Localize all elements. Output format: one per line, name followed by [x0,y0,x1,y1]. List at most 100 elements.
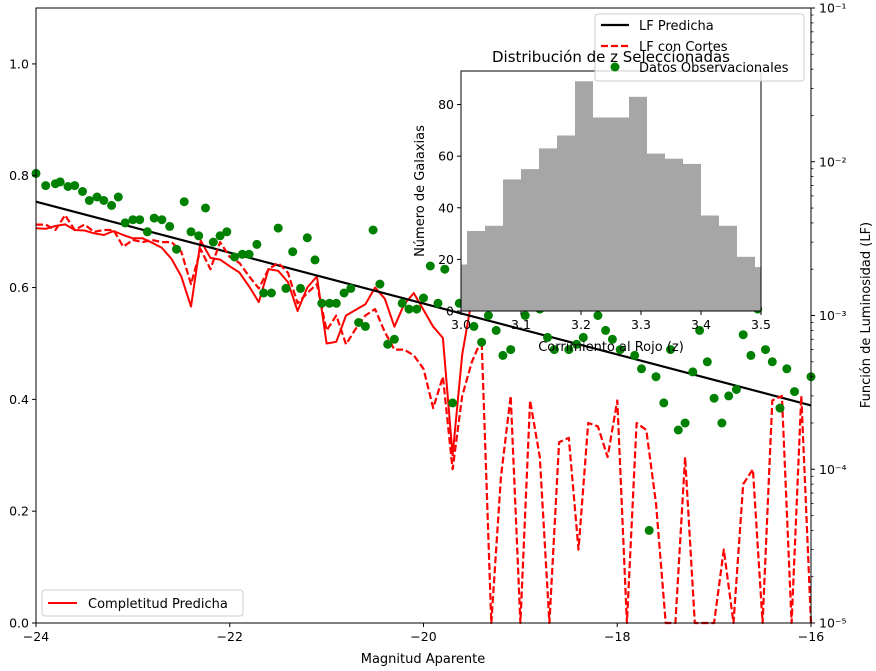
observed-data-point [208,237,218,247]
observed-data-point [273,223,283,233]
x-tick-label: −16 [798,629,824,644]
observed-data-point [702,357,712,367]
right-y-tick-label: 10⁻⁴ [819,462,847,477]
inset-y-tick-label: 60 [438,149,454,164]
observed-data-point [506,345,516,355]
histogram-bar [611,117,629,311]
histogram-bar [461,264,467,311]
observed-data-point [738,330,748,340]
observed-data-point [244,249,254,259]
observed-data-point [41,181,51,191]
observed-data-point [790,387,799,397]
histogram-bar [467,231,485,311]
left-y-tick-label: 0.6 [9,280,29,295]
observed-data-point [433,298,443,308]
histogram-bar [665,158,683,311]
inset-x-tick-label: 3.2 [571,317,591,332]
observed-data-point [659,398,669,408]
main-x-axis-label: Magnitud Aparente [361,652,486,666]
completeness-legend-label: Completitud Predicha [88,597,228,612]
observed-data-point [230,252,240,262]
histogram-bar [521,169,539,311]
redshift-histogram-inset: 3.0 3.1 3.2 3.3 3.4 3.5 0 20 40 60 80 [438,70,771,332]
inset-y-axis: 0 20 40 60 80 [438,97,461,319]
histogram-bar [701,215,719,311]
completeness-series-layer [35,223,473,457]
inset-x-tick-label: 3.4 [691,317,711,332]
series-line-lf-con-cortes [36,214,813,625]
observed-data-point [543,332,552,342]
inset-x-tick-label: 3.3 [631,317,651,332]
observed-data-point [724,391,734,401]
lf-cuts-legend-label: LF con Cortes [639,40,728,55]
observed-data-point [397,298,407,308]
observed-data-point [165,221,175,231]
observed-data-point [549,345,559,355]
observed-data-point [186,227,196,237]
observed-data-point [440,264,450,274]
lf-legend: LF Predicha LF con Cortes Datos Observac… [594,13,805,82]
observed-data-point [572,339,582,349]
observed-data-point [237,249,247,259]
main-x-axis: −24 −22 −20 −18 −16 [23,623,824,644]
observed-data-point [607,334,617,344]
left-y-tick-label: 0.4 [9,392,29,407]
observed-data-point [360,321,370,331]
observed-data-point [695,325,705,335]
histogram-bar [683,163,701,311]
left-y-tick-label: 0.8 [9,168,29,183]
observed-data-point [651,372,661,382]
right-y-tick-label: 10⁻³ [819,308,847,323]
observed-data-point [688,367,698,377]
right-y-tick-label: 10⁻⁵ [819,616,847,631]
inset-y-tick-label: 20 [438,252,454,267]
observed-data-point [92,192,102,202]
observed-data-point [717,418,727,428]
left-y-tick-label: 1.0 [9,56,29,71]
histogram-bar [575,81,593,311]
observed-data-point [302,233,312,243]
observed-data-point [172,244,181,254]
observed-data-point [288,247,298,257]
main-right-y-axis-label: Función de Luminosidad (LF) [859,222,874,408]
observed-data-point [252,239,262,249]
inset-x-axis-label: Corrimiento al Rojo (z) [538,340,684,355]
observed-data-point [317,298,327,308]
histogram-bar [557,135,575,311]
observed-data-point [666,345,675,355]
main-right-y-axis: 10⁻⁵ 10⁻⁴ 10⁻³ 10⁻² 10⁻¹ [811,1,847,631]
observed-data-point [179,197,189,207]
inset-y-axis-label: Número de Galaxias [413,125,428,257]
observed-data-point [644,525,654,535]
observed-data-point [325,298,334,308]
left-y-tick-label: 0.2 [9,504,29,519]
series-line-lf-predicha [35,200,812,407]
histogram-bar [737,256,755,311]
observed-data-point [113,192,123,202]
observed-data-point [331,298,341,308]
right-y-tick-label: 10⁻¹ [819,1,847,16]
observed-data-point [469,321,479,331]
observed-data-point [142,227,152,237]
observed-data-point [389,334,399,344]
observed-data-point [520,311,530,320]
observed-data-point [564,345,574,355]
inset-y-tick-label: 40 [438,200,454,215]
observed-data-point [731,385,741,394]
observed-data-point [368,225,378,235]
lf-predicted-legend-label: LF Predicha [639,19,714,34]
observed-data-point [782,364,792,374]
observed-data-point [601,325,611,335]
observed-data-legend-marker [610,62,620,72]
inset-y-tick-label: 80 [438,97,454,112]
observed-data-point [375,279,385,289]
main-left-y-axis: 0.0 0.2 0.4 0.6 0.8 1.0 [9,56,36,631]
observed-data-point [70,181,80,191]
observed-data-point [593,311,603,320]
observed-data-point [259,288,269,298]
observed-data-point [99,196,109,205]
histogram-bar [539,148,557,311]
observed-data-point [673,425,683,435]
histogram-bar [503,179,521,311]
observed-data-point [135,215,145,225]
